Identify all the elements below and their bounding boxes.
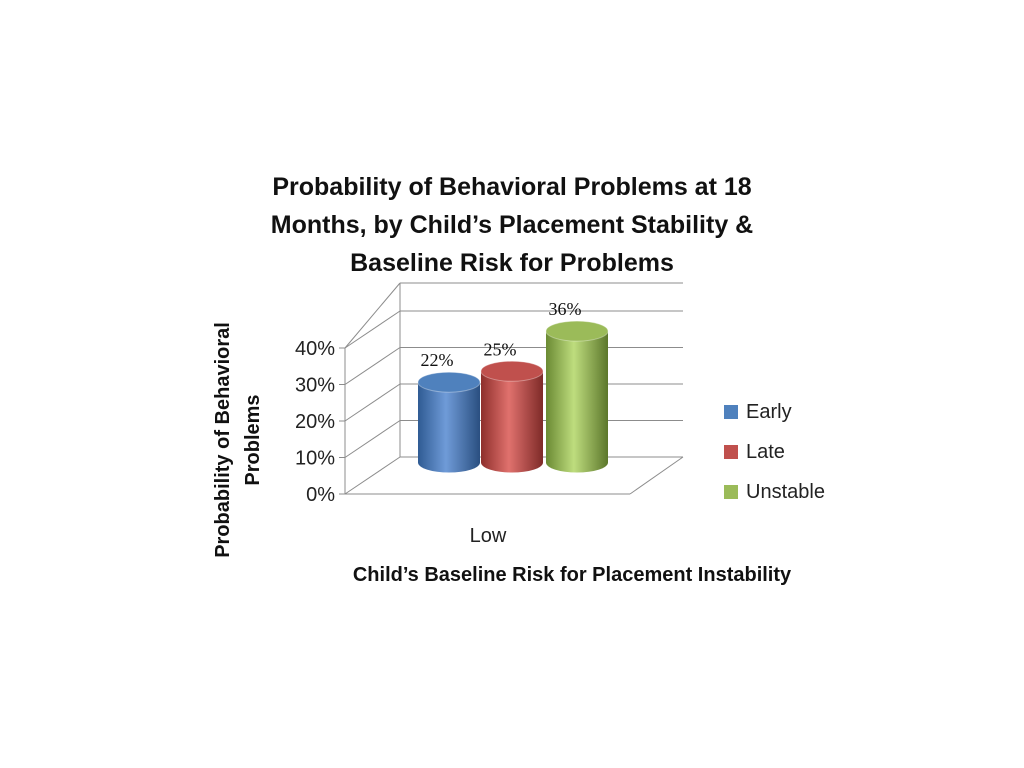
bar-late	[480, 360, 544, 473]
bars	[417, 320, 609, 473]
data-label: 22%	[421, 350, 454, 370]
bar-body	[418, 382, 480, 473]
legend: Early Late Unstable	[724, 392, 825, 512]
bar-unstable	[545, 320, 609, 473]
bar-body	[481, 371, 543, 473]
data-label: 25%	[484, 339, 517, 359]
gridline-side	[344, 310, 401, 349]
chart-title-line: Probability of Behavioral Problems at 18	[272, 173, 752, 201]
gridline-side	[344, 456, 401, 495]
bar-top	[417, 371, 481, 393]
side-wall-top-edge	[344, 282, 401, 349]
legend-item-early: Early	[724, 392, 825, 432]
legend-swatch	[724, 405, 738, 419]
bar-body	[546, 331, 608, 473]
y-tick-label: 10%	[295, 448, 335, 470]
x-tick-labels: Low	[470, 525, 507, 547]
y-tick-label: 30%	[295, 375, 335, 397]
chart-title-line: Months, by Child’s Placement Stability &	[270, 211, 754, 239]
legend-swatch	[724, 485, 738, 499]
y-tick-label: 0%	[306, 484, 335, 506]
gridline-side	[344, 347, 401, 385]
legend-swatch	[724, 445, 738, 459]
floor-right-edge	[629, 456, 684, 495]
legend-label: Unstable	[746, 480, 825, 503]
y-tick-label: 40%	[295, 338, 335, 360]
x-tick-label: Low	[470, 525, 507, 547]
x-axis-label: Child’s Baseline Risk for Placement Inst…	[352, 564, 792, 586]
legend-item-unstable: Unstable	[724, 472, 825, 512]
legend-item-late: Late	[724, 432, 825, 472]
bar-early	[417, 371, 481, 473]
chart-title-line: Baseline Risk for Problems	[350, 249, 674, 277]
data-labels: 22% 25% 36%	[421, 299, 582, 370]
y-tick-label: 20%	[295, 411, 335, 433]
y-tick-labels: 0% 10% 20% 30% 40%	[295, 338, 345, 506]
plot-walls	[344, 282, 684, 495]
chart-title: Probability of Behavioral Problems at 18…	[212, 168, 812, 282]
gridline-side	[344, 383, 401, 422]
bar-top	[480, 360, 544, 382]
gridline-side	[344, 420, 401, 458]
legend-label: Late	[746, 440, 785, 463]
data-label: 36%	[549, 299, 582, 319]
bar-top	[545, 320, 609, 342]
legend-label: Early	[746, 400, 792, 423]
